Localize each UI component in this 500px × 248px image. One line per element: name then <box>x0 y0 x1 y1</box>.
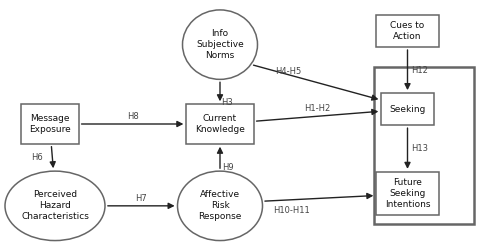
Text: Current
Knowledge: Current Knowledge <box>195 114 245 134</box>
Text: H7: H7 <box>136 194 147 203</box>
Text: H3: H3 <box>222 98 234 107</box>
Text: Seeking: Seeking <box>390 105 426 114</box>
FancyBboxPatch shape <box>382 93 434 125</box>
Text: Future
Seeking
Intentions: Future Seeking Intentions <box>385 178 430 209</box>
Text: H9: H9 <box>222 163 234 172</box>
Text: H12: H12 <box>412 65 428 75</box>
FancyBboxPatch shape <box>186 104 254 144</box>
FancyBboxPatch shape <box>374 67 474 224</box>
Text: Perceived
Hazard
Characteristics: Perceived Hazard Characteristics <box>21 190 89 221</box>
Text: H10-H11: H10-H11 <box>274 206 310 215</box>
FancyBboxPatch shape <box>376 15 439 47</box>
Ellipse shape <box>178 171 262 241</box>
Text: Info
Subjective
Norms: Info Subjective Norms <box>196 29 244 60</box>
Text: Affective
Risk
Response: Affective Risk Response <box>198 190 242 221</box>
Text: H4-H5: H4-H5 <box>276 67 301 76</box>
Text: Cues to
Action: Cues to Action <box>390 21 424 41</box>
Text: H1-H2: H1-H2 <box>304 104 330 113</box>
FancyBboxPatch shape <box>21 104 79 144</box>
Ellipse shape <box>182 10 258 79</box>
Text: H8: H8 <box>126 112 138 121</box>
FancyBboxPatch shape <box>376 172 439 215</box>
Ellipse shape <box>5 171 105 241</box>
Text: Message
Exposure: Message Exposure <box>29 114 71 134</box>
Text: H6: H6 <box>32 153 43 162</box>
Text: H13: H13 <box>412 144 428 153</box>
